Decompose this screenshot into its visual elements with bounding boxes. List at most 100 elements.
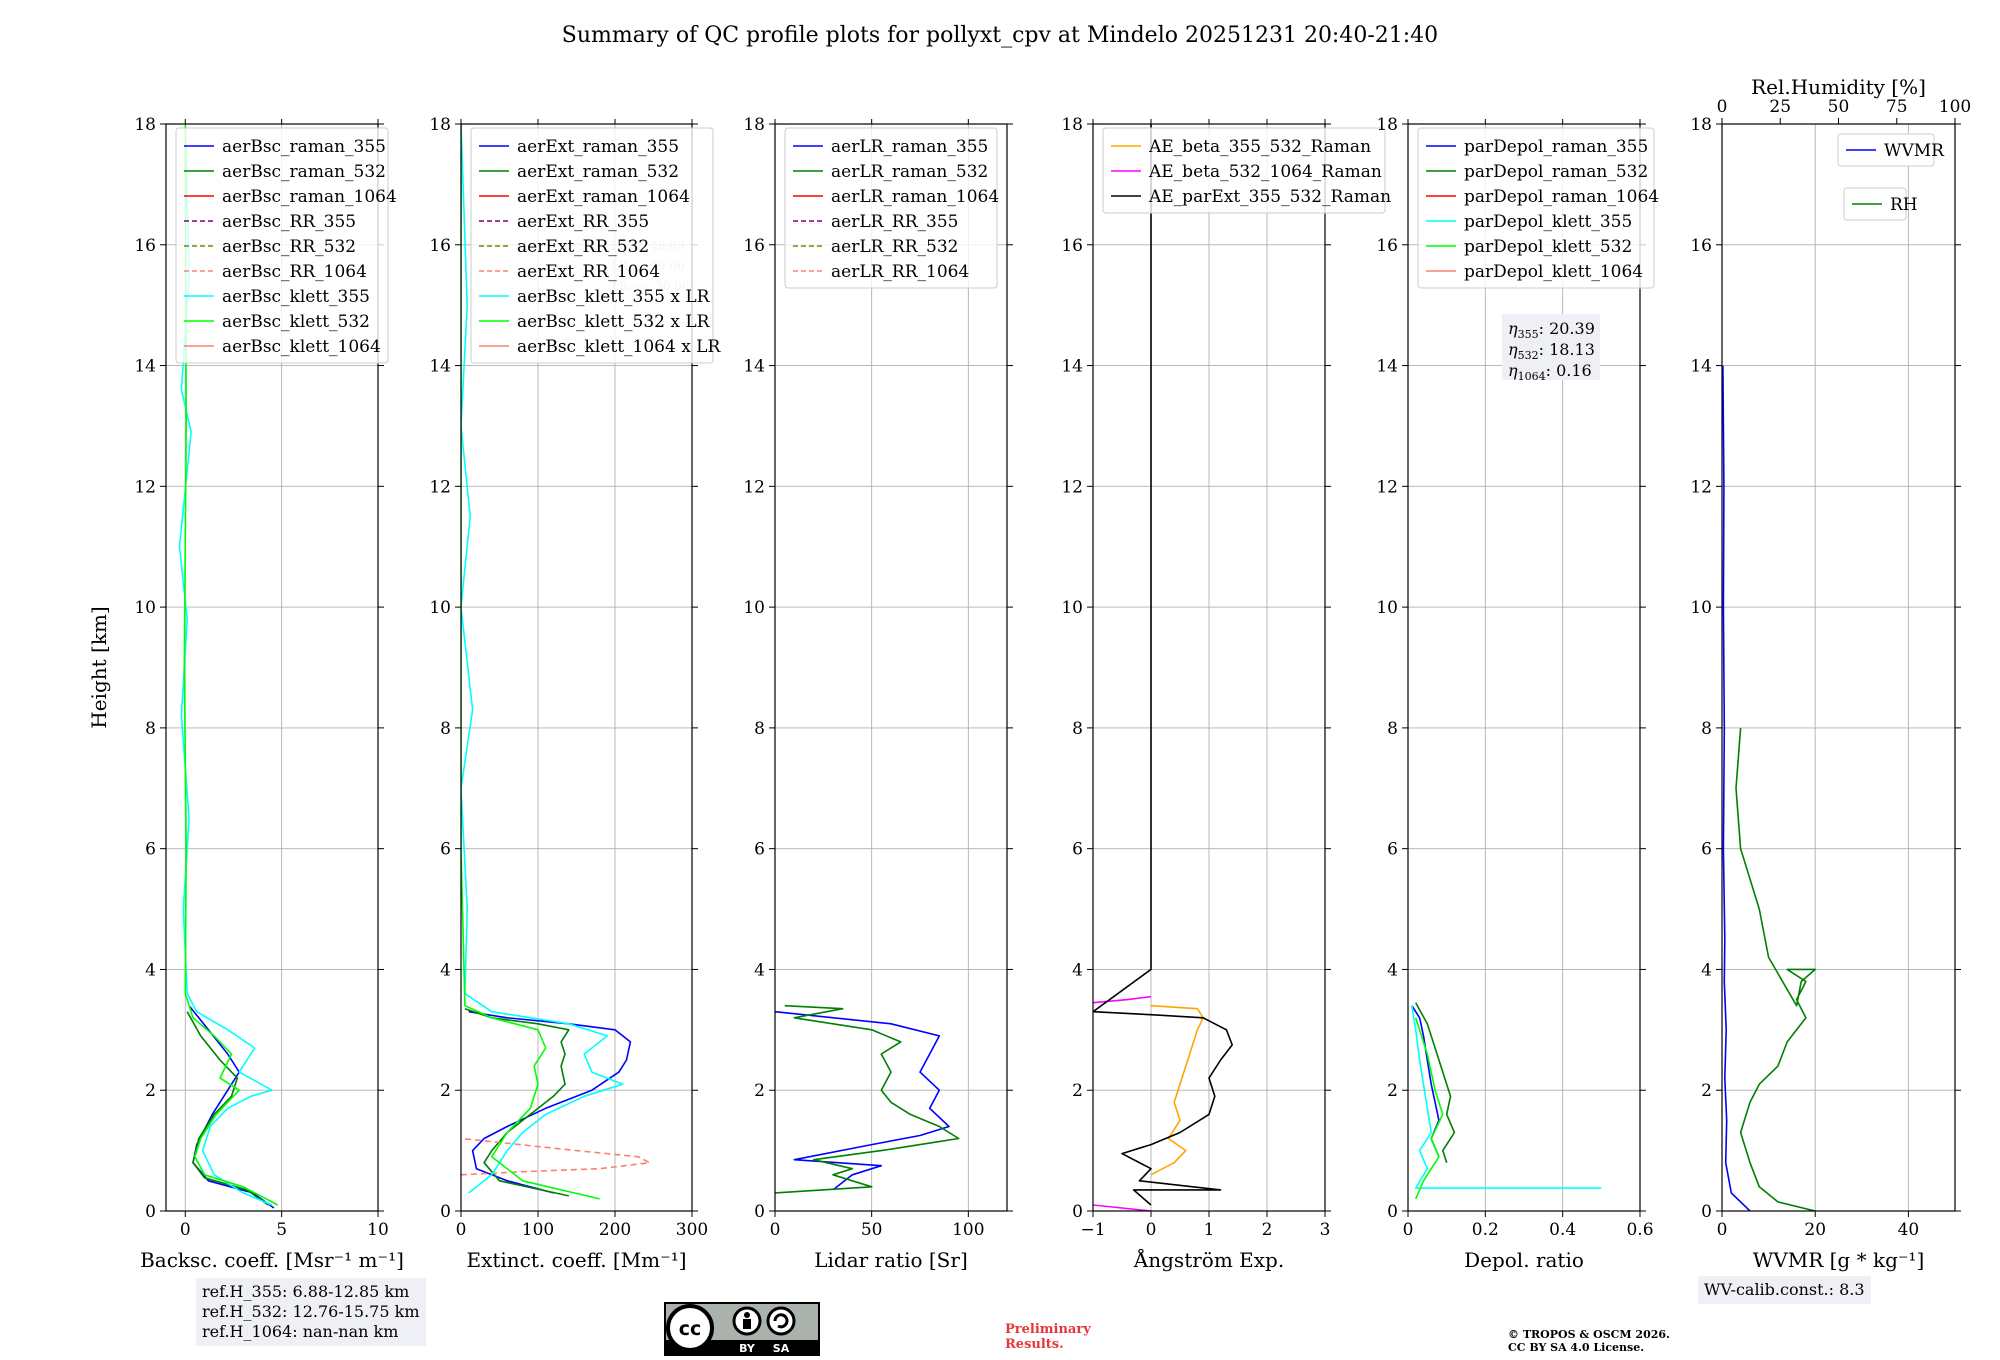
legend-label: parDepol_klett_532 bbox=[1464, 237, 1632, 257]
legend-label: parDepol_raman_1064 bbox=[1464, 187, 1659, 207]
wv-calibration-constant: WV-calib.const.: 8.3 bbox=[1704, 1280, 1865, 1299]
legend-label: aerExt_raman_355 bbox=[517, 137, 679, 157]
y-tick-label: 0 bbox=[440, 1202, 451, 1222]
series-group bbox=[1411, 1002, 1602, 1200]
chart-lr: 0 50 100 0 2 4 6 8 10 12 14 16 18 Lidar ratio [Sr] aer… bbox=[743, 115, 1013, 1272]
y-tick-label: 0 bbox=[754, 1202, 765, 1222]
axes-frame bbox=[774, 123, 1008, 1212]
y-tick-label: 10 bbox=[1376, 598, 1398, 618]
copyright-line-2: CC BY SA 4.0 License. bbox=[1508, 1341, 1645, 1354]
y-tick-label: 14 bbox=[1690, 357, 1712, 377]
legend-label: aerBsc_klett_532 bbox=[222, 312, 370, 332]
top-tick-label: 25 bbox=[1769, 97, 1791, 117]
y-tick-label: 12 bbox=[134, 477, 156, 497]
series-line-AE_beta_355_532_Raman bbox=[1150, 1004, 1204, 1176]
legend-label: aerBsc_klett_1064 x LR bbox=[517, 337, 721, 357]
y-tick-label: 16 bbox=[1061, 236, 1083, 256]
y-tick-label: 14 bbox=[429, 357, 451, 377]
eta-number: : 20.39 bbox=[1539, 319, 1595, 338]
y-tick-label: 12 bbox=[1690, 477, 1712, 497]
series-line-parDepol_klett_355 bbox=[1411, 1005, 1602, 1189]
x-tick-label: 2 bbox=[1262, 1220, 1273, 1240]
legend-label: parDepol_klett_1064 bbox=[1464, 262, 1643, 282]
by-person-head bbox=[744, 1312, 750, 1318]
series-line-AE_beta_532_1064_Raman_upper bbox=[1093, 995, 1152, 1004]
top-tick-label: 50 bbox=[1828, 97, 1850, 117]
y-tick-label: 10 bbox=[743, 598, 765, 618]
copyright-line-1: © TROPOS & OSCM 2026. bbox=[1508, 1328, 1670, 1341]
x-tick-label: 50 bbox=[861, 1220, 883, 1240]
x-tick-label: 0 bbox=[456, 1220, 467, 1240]
x-tick-label: 200 bbox=[599, 1220, 631, 1240]
y-tick-label: 10 bbox=[1061, 598, 1083, 618]
x-tick-label: 0.4 bbox=[1549, 1220, 1576, 1240]
y-tick-label: 8 bbox=[440, 719, 451, 739]
y-tick-label: 18 bbox=[134, 115, 156, 135]
y-tick-label: 4 bbox=[145, 960, 156, 980]
x-tick-label: 300 bbox=[676, 1220, 708, 1240]
ref-height-355: ref.H_355: 6.88-12.85 km bbox=[202, 1282, 410, 1301]
series-line-parDepol_klett_532 bbox=[1414, 1017, 1444, 1200]
series-group bbox=[1093, 124, 1233, 1211]
cc-circle-icon bbox=[666, 1304, 714, 1352]
x-tick-label: 0.2 bbox=[1472, 1220, 1499, 1240]
y-tick-label: 2 bbox=[1072, 1081, 1083, 1101]
eta-box bbox=[1502, 314, 1600, 380]
eta-value: η532: 18.13 bbox=[1508, 340, 1595, 362]
axes-frame bbox=[460, 123, 693, 1212]
y-axis-label: Height [km] bbox=[87, 606, 111, 728]
y-tick-label: 2 bbox=[754, 1081, 765, 1101]
wv-calibration-box: WV-calib.const.: 8.3 bbox=[1698, 1276, 1871, 1304]
eta-subscript: 1064 bbox=[1518, 370, 1546, 383]
y-tick-label: 6 bbox=[1387, 840, 1398, 860]
legend-box bbox=[784, 127, 998, 289]
y-tick-label: 2 bbox=[1387, 1081, 1398, 1101]
eta-number: : 0.16 bbox=[1546, 361, 1592, 380]
legend-label: aerBsc_klett_532 x LR bbox=[517, 312, 711, 332]
y-tick-label: 2 bbox=[440, 1081, 451, 1101]
series-line-aerBsc_klett_355 x LR bbox=[461, 124, 624, 1194]
x-axis-label: Ångström Exp. bbox=[1133, 1247, 1284, 1272]
y-tick-label: 12 bbox=[429, 477, 451, 497]
legend-label: aerBsc_RR_355 bbox=[222, 212, 356, 232]
by-label: BY bbox=[739, 1342, 756, 1355]
legend-label: aerExt_raman_1064 bbox=[517, 187, 690, 207]
y-tick-label: 12 bbox=[743, 477, 765, 497]
legend-label: AE_parExt_355_532_Raman bbox=[1148, 187, 1391, 207]
legend-box bbox=[175, 127, 389, 364]
y-tick-label: 6 bbox=[754, 840, 765, 860]
legend-label: aerExt_RR_532 bbox=[517, 237, 649, 257]
x-tick-label: 0 bbox=[180, 1220, 191, 1240]
y-tick-label: 16 bbox=[1690, 236, 1712, 256]
chart-bsc: 0 5 10 0 2 4 6 8 10 12 14 16 18 Backsc. coeff. [Msr⁻¹… bbox=[87, 115, 404, 1272]
y-tick-label: 18 bbox=[1376, 115, 1398, 135]
series-line-aerBsc_raman_532 bbox=[186, 1011, 269, 1206]
legend-label: AE_beta_355_532_Raman bbox=[1148, 137, 1371, 157]
eta-symbol: η bbox=[1508, 361, 1518, 380]
figure-title: Summary of QC profile plots for pollyxt_… bbox=[562, 23, 1438, 48]
x-axis-label: WVMR [g * kg⁻¹] bbox=[1753, 1248, 1925, 1272]
cc-by-sa-badge: cc BY SA bbox=[664, 1302, 820, 1356]
y-tick-label: 10 bbox=[134, 598, 156, 618]
x-tick-label: 100 bbox=[522, 1220, 554, 1240]
x-axis-label: Depol. ratio bbox=[1464, 1248, 1584, 1272]
x-tick-label: 40 bbox=[1898, 1220, 1920, 1240]
y-tick-label: 18 bbox=[1690, 115, 1712, 135]
legend-label: RH bbox=[1890, 195, 1918, 215]
y-tick-label: 12 bbox=[1376, 477, 1398, 497]
preliminary-line-1: Preliminary bbox=[1005, 1322, 1091, 1337]
x-tick-label: 3 bbox=[1320, 1220, 1331, 1240]
axes-frame bbox=[1407, 123, 1641, 1212]
legend-box bbox=[1837, 133, 1935, 167]
chart-wv: 0 20 40 0 2 4 6 8 10 12 14 16 18 WVMR [g * kg⁻¹] 0 25 50… bbox=[1690, 75, 1971, 1272]
legend-label: aerBsc_RR_532 bbox=[222, 237, 356, 257]
legend-label: aerBsc_raman_355 bbox=[222, 137, 386, 157]
sa-arc bbox=[773, 1313, 789, 1329]
eta-value: η355: 20.39 bbox=[1508, 319, 1595, 341]
legend-box bbox=[1417, 127, 1655, 289]
series-line-aerBsc_klett_532 bbox=[183, 124, 279, 1206]
x-tick-label: 0 bbox=[1717, 1220, 1728, 1240]
